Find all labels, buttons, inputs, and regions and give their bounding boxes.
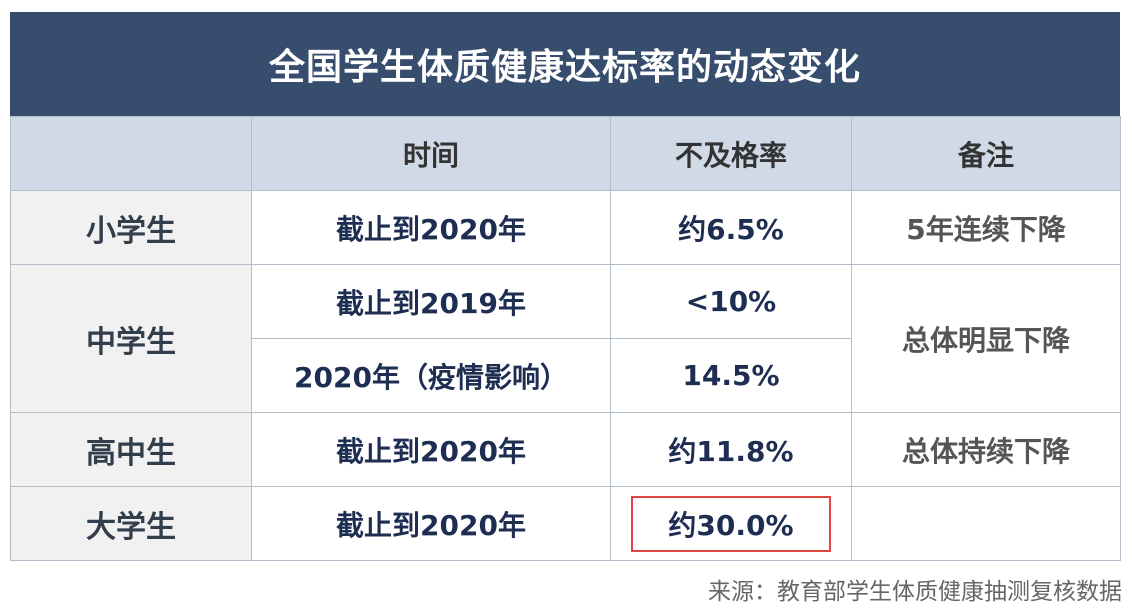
table-row: 高中生 截止到2020年 约11.8% 总体持续下降: [10, 412, 1121, 487]
note-cell: 总体持续下降: [851, 412, 1121, 487]
group-label: 中学生: [10, 264, 252, 413]
time-cell: 截止到2020年: [251, 190, 611, 265]
header-empty: [10, 116, 252, 191]
rate-cell: 约11.8%: [610, 412, 852, 487]
rate-cell: 约30.0%: [610, 486, 852, 561]
note-cell: 5年连续下降: [851, 190, 1121, 265]
header-note: 备注: [851, 116, 1121, 191]
rate-cell: 14.5%: [610, 338, 852, 413]
rate-cell: 约6.5%: [610, 190, 852, 265]
note-cell: 总体明显下降: [851, 264, 1121, 413]
group-label: 高中生: [10, 412, 252, 487]
header-fail-rate: 不及格率: [610, 116, 852, 191]
highlight-box: 约30.0%: [631, 495, 831, 552]
rate-cell: <10%: [610, 264, 852, 339]
table-row: 大学生 截止到2020年 约30.0%: [10, 486, 1121, 561]
group-label: 小学生: [10, 190, 252, 265]
note-cell: [851, 486, 1121, 561]
header-time: 时间: [251, 116, 611, 191]
table-row: 2020年（疫情影响） 14.5%: [11, 338, 1121, 413]
time-cell: 2020年（疫情影响）: [251, 338, 611, 413]
source-note: 来源：教育部学生体质健康抽测复核数据: [708, 579, 1122, 605]
group-label: 大学生: [10, 486, 252, 561]
time-cell: 截止到2020年: [251, 486, 611, 561]
table-row: 小学生 截止到2020年 约6.5% 5年连续下降: [10, 190, 1121, 265]
fail-rate-table: 时间 不及格率 备注 小学生 截止到2020年 约6.5% 5年连续下降 中学生…: [10, 116, 1121, 561]
time-cell: 截止到2019年: [251, 264, 611, 339]
table-row: 中学生 截止到2019年 <10% 总体明显下降: [10, 264, 1121, 413]
page-title: 全国学生体质健康达标率的动态变化: [10, 12, 1120, 116]
time-cell: 截止到2020年: [251, 412, 611, 487]
table-header-row: 时间 不及格率 备注: [10, 116, 1121, 191]
